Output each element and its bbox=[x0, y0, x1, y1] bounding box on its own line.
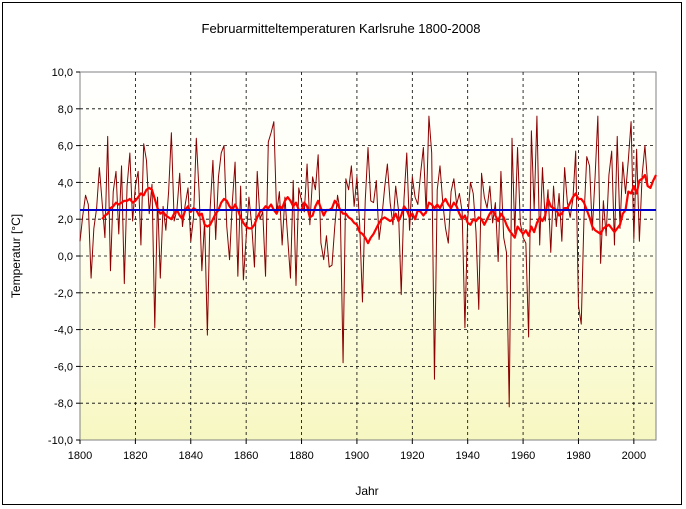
y-tick-label-4: -2,0 bbox=[54, 288, 73, 300]
y-tick-label-6: 2,0 bbox=[58, 214, 73, 226]
y-tick-label-9: 8,0 bbox=[58, 104, 73, 116]
x-tick-label-6: 1920 bbox=[400, 450, 424, 462]
x-tick-label-10: 2000 bbox=[622, 450, 646, 462]
x-tick-label-3: 1860 bbox=[234, 450, 258, 462]
y-tick-label-3: -4,0 bbox=[54, 325, 73, 337]
grid-lines bbox=[80, 72, 656, 440]
chart-frame: Februarmitteltemperaturen Karlsruhe 1800… bbox=[2, 2, 682, 505]
x-tick-label-4: 1880 bbox=[289, 450, 313, 462]
y-tick-label-2: -6,0 bbox=[54, 361, 73, 373]
x-tick-label-0: 1800 bbox=[68, 450, 92, 462]
y-tick-label-8: 6,0 bbox=[58, 141, 73, 153]
y-axis-label: Temperatur [°C] bbox=[9, 214, 23, 298]
x-tick-label-1: 1820 bbox=[123, 450, 147, 462]
temperature-chart: Februarmitteltemperaturen Karlsruhe 1800… bbox=[9, 21, 657, 498]
x-axis-label: Jahr bbox=[355, 484, 378, 498]
y-tick-label-1: -8,0 bbox=[54, 398, 73, 410]
x-tick-label-9: 1980 bbox=[566, 450, 590, 462]
series-layer bbox=[79, 115, 657, 408]
y-tick-label-0: -10,0 bbox=[48, 435, 73, 447]
x-tick-label-7: 1940 bbox=[455, 450, 479, 462]
y-tick-label-10: 10,0 bbox=[52, 67, 73, 79]
y-tick-label-5: 0,0 bbox=[58, 251, 73, 263]
x-axis-ticks: 1800 1820 1840 1860 1880 1900 1920 1940 1960 1980… bbox=[68, 440, 646, 462]
x-tick-label-5: 1900 bbox=[345, 450, 369, 462]
x-tick-label-2: 1840 bbox=[179, 450, 203, 462]
x-tick-label-8: 1960 bbox=[511, 450, 535, 462]
series-annual-line bbox=[79, 115, 649, 408]
y-tick-label-7: 4,0 bbox=[58, 177, 73, 189]
chart-title: Februarmitteltemperaturen Karlsruhe 1800… bbox=[202, 21, 481, 36]
y-axis-ticks: -10,0 -8,0 -6,0 -4,0 -2,0 0,0 2,0 4,0 6,0 8,0 10,0 bbox=[48, 67, 80, 447]
